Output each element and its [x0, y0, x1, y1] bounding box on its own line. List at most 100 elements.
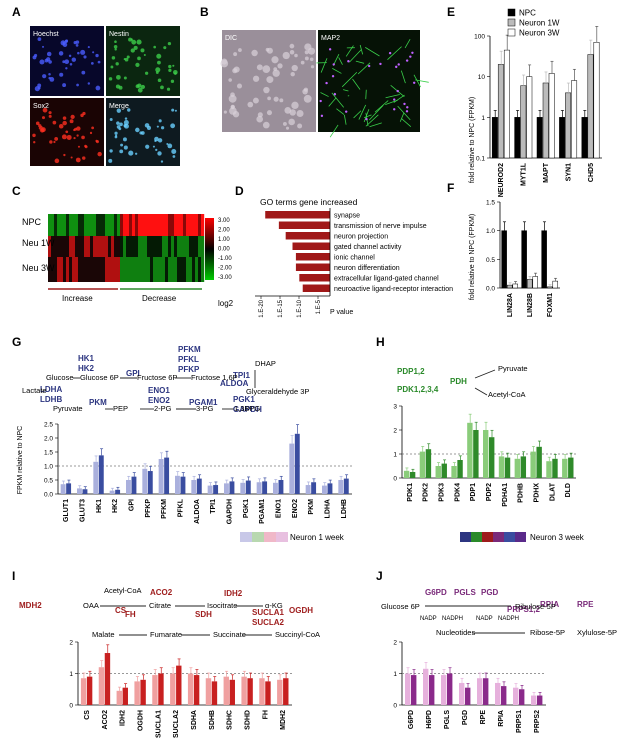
metabolite-label: Ribose-5P: [530, 628, 565, 637]
bar-glut3: [82, 489, 88, 494]
x-tick-label: PDP2: [486, 483, 493, 501]
x-tick-label: NEUROD2: [498, 163, 505, 197]
chart-d-title: GO terms gene increased: [260, 197, 358, 207]
bar-sdhc: [223, 676, 229, 705]
bar-tpi1: [207, 485, 213, 494]
bar-chd5: [587, 54, 594, 159]
x-tick-label: PDK3: [439, 483, 446, 502]
panel-label-j: J: [376, 569, 383, 583]
legend-swatch-3w: [471, 532, 482, 542]
enzyme-label: G6PD: [425, 588, 447, 597]
y-tick-label: 2.5: [44, 422, 53, 429]
heat-group-increase: Increase: [62, 294, 93, 303]
x-tick-label: SUCLA1: [155, 710, 162, 738]
chart-i: 2 1 0 CS ACO2 IDH2 OGDH SUCLA1 SUCLA2 SDHA SDHB SDH…: [69, 640, 292, 738]
y-tick-label: 1.5: [486, 200, 495, 207]
y-tick-label: 0.5: [486, 257, 495, 264]
metabolite-label: 1,3BPG: [234, 404, 260, 413]
bar-aldoa: [191, 480, 197, 494]
enzyme-label: HK1: [78, 354, 95, 363]
panel-label-d: D: [235, 184, 244, 198]
bar-pfkp: [142, 468, 148, 494]
bar-ogdh: [134, 681, 140, 705]
x-tick-label: RPIA: [498, 710, 505, 727]
legend-swatch-3w: [482, 532, 493, 542]
enzyme-label: OGDH: [289, 606, 313, 615]
tile-map2: MAP2: [321, 35, 340, 42]
enzyme-label: HK2: [78, 364, 95, 373]
bar-eno1: [273, 482, 278, 494]
enzyme-label: PFKM: [178, 345, 201, 354]
metabolite-label: Acetyl-CoA: [104, 586, 142, 595]
bar-dlat: [552, 458, 558, 478]
go-bar: [299, 274, 330, 282]
y-tick-label: 0.0: [486, 286, 495, 293]
x-tick-label: LIN28A: [507, 293, 514, 317]
bar-fh: [265, 681, 271, 705]
x-tick-label: MDH2: [280, 710, 287, 730]
x-tick-label: PFKL: [178, 498, 185, 517]
legend-swatch: [507, 8, 516, 17]
heat-scale-tick: -2.00: [218, 266, 232, 272]
bar-myt1l: [514, 117, 521, 159]
bar-mapt: [536, 117, 543, 159]
heat-scale-tick: 3.00: [218, 218, 230, 224]
y-tick-label: 10: [478, 74, 486, 81]
bar-prps1: [513, 687, 519, 705]
x-tick-label: PDP1: [470, 483, 477, 501]
heat-scale-tick: 1.00: [218, 237, 230, 243]
bar-pgd: [459, 682, 465, 705]
bar-hk2: [109, 490, 115, 494]
bar-prps2: [537, 695, 543, 705]
heat-scale-tick: -3.00: [218, 275, 232, 281]
enzyme-label: MDH2: [19, 601, 42, 610]
bar-eno2: [294, 433, 300, 494]
bar-pgam1: [262, 481, 268, 494]
legend-swatch-3w: [460, 532, 471, 542]
bar-sdha: [187, 673, 194, 705]
cofactor-label: NADP: [476, 616, 493, 622]
x-tick-label: RPE: [480, 710, 487, 725]
heat-row-neu3w: Neu 3W: [22, 263, 55, 273]
bar-lin28a: [506, 284, 513, 289]
pathway-arrow: [474, 369, 496, 379]
metabolite-label: 3-PG: [196, 404, 214, 413]
enzyme-label: PGAM1: [189, 398, 218, 407]
tile-merge: Merge: [109, 103, 129, 110]
enzyme-label: ALDOA: [220, 379, 249, 388]
metabolite-label: Fumarate: [150, 630, 182, 639]
bar-pkm: [311, 482, 317, 494]
bar-h6pd: [423, 668, 429, 705]
bar-mdh2: [277, 679, 283, 705]
x-tick-label: SYN1: [565, 163, 572, 181]
legend-swatch-1w: [240, 532, 252, 542]
bar-pdp2: [483, 430, 489, 478]
legend-swatch: [507, 28, 516, 37]
y-tick-label: 0: [393, 703, 397, 710]
legend-swatch-3w: [504, 532, 515, 542]
bar-pfkm: [164, 457, 170, 494]
x-tick-label: DLAT: [549, 482, 556, 501]
bar-pdk3: [441, 463, 447, 478]
bar-pfkm: [158, 459, 164, 494]
bar-ldha: [322, 485, 327, 494]
bar-pdk1: [403, 470, 410, 478]
chart-h: 3 2 1 0 PDK1 PDK2 PDK3 PDK4 PDP1 PDP2 PDHA1 PDHB PDH…: [393, 404, 576, 507]
bar-lin28a: [512, 283, 518, 289]
bar-pdhb: [514, 458, 521, 478]
go-term-label: synapse: [334, 213, 360, 220]
x-tick-label: TPI1: [210, 499, 217, 514]
bar-prps1: [519, 689, 525, 705]
metabolite-label: Glucose 6P: [381, 602, 420, 611]
x-tick-label: PDHB: [518, 483, 525, 503]
x-tick-label: HK2: [112, 499, 119, 513]
y-tick-label: 1.0: [486, 228, 495, 235]
bar-pdhx: [536, 446, 542, 478]
enzyme-label: ENO2: [148, 396, 170, 405]
panel-label-b: B: [200, 5, 209, 19]
bar-foxm1: [546, 286, 553, 289]
go-term-label: neuron projection: [334, 234, 388, 241]
